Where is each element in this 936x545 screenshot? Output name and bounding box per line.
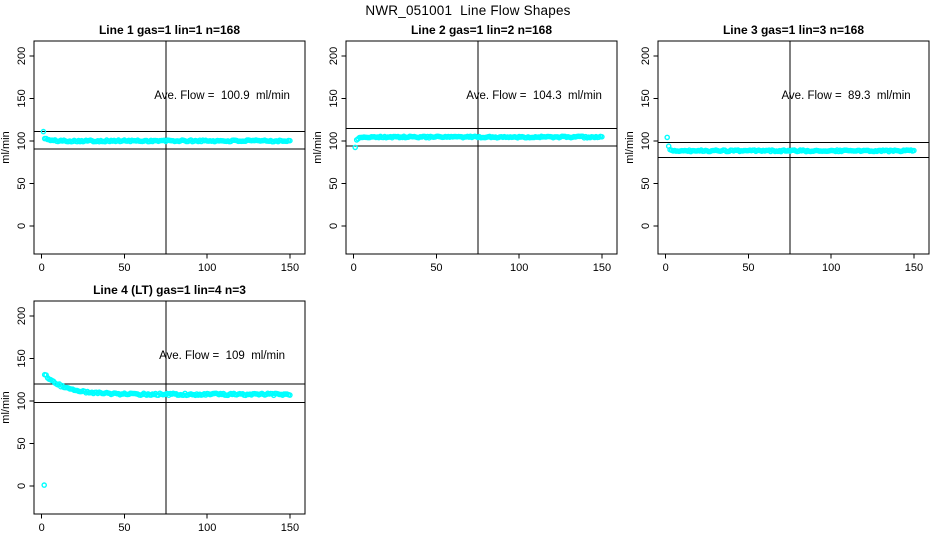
x-axis: 0 50 100 150 (663, 254, 923, 274)
chart-title: Line 1 gas=1 lin=1 n=168 (99, 23, 240, 37)
y-axis-label: ml/min (0, 131, 12, 163)
data-points (40, 128, 293, 145)
chart-svg: 0 50 100 150 0 50 100 150 200 ml/min Line 2 gas=1 … (312, 23, 618, 274)
figure-title: NWR_051001 Line Flow Shapes (365, 3, 571, 18)
chart-title: Line 3 gas=1 lin=3 n=168 (723, 23, 864, 37)
y-tick-label: 50 (328, 177, 340, 189)
y-tick-label: 150 (16, 349, 28, 367)
x-tick-label: 50 (430, 262, 442, 274)
y-axis-label: ml/min (624, 131, 636, 163)
y-tick-label: 100 (16, 392, 28, 410)
data-points (41, 371, 293, 488)
y-tick-label: 150 (16, 89, 28, 107)
y-axis: 0 50 100 150 200 (640, 47, 658, 229)
x-tick-label: 100 (510, 262, 528, 274)
y-tick-label: 0 (640, 223, 652, 229)
plot-frame (33, 300, 306, 515)
chart-line-2: 0 50 100 150 0 50 100 150 200 ml/min Line 2 gas=1 … (312, 20, 624, 285)
chart-line-4: 0 50 100 150 0 50 100 150 200 ml/min Line 4 (LT) g… (0, 280, 312, 545)
x-tick-label: 150 (593, 262, 611, 274)
y-axis: 0 50 100 150 200 (328, 47, 346, 229)
y-tick-label: 150 (328, 89, 340, 107)
x-tick-label: 0 (351, 262, 357, 274)
x-tick-label: 50 (118, 262, 130, 274)
chart-svg: 0 50 100 150 0 50 100 150 200 ml/min Line 1 gas=1 … (0, 23, 306, 274)
plot-frame (33, 40, 306, 255)
chart-svg: 0 50 100 150 0 50 100 150 200 ml/min Line 4 (LT) g… (0, 283, 306, 534)
x-axis: 0 50 100 150 (351, 254, 611, 274)
x-tick-label: 150 (281, 262, 299, 274)
x-tick-label: 150 (281, 522, 299, 534)
x-tick-label: 0 (39, 262, 45, 274)
y-tick-label: 150 (640, 89, 652, 107)
x-axis: 0 50 100 150 (39, 514, 299, 534)
y-axis: 0 50 100 150 200 (16, 47, 34, 229)
plot-frame (657, 40, 930, 255)
x-tick-label: 150 (905, 262, 923, 274)
x-tick-label: 100 (198, 262, 216, 274)
x-tick-label: 50 (118, 522, 130, 534)
y-tick-label: 50 (640, 177, 652, 189)
y-tick-label: 0 (16, 223, 28, 229)
y-axis-label: ml/min (312, 131, 324, 163)
ave-flow-annotation: Ave. Flow = 89.3 ml/min (781, 90, 910, 102)
x-tick-label: 0 (663, 262, 669, 274)
y-tick-label: 100 (328, 132, 340, 150)
ave-flow-annotation: Ave. Flow = 104.3 ml/min (466, 90, 602, 102)
y-tick-label: 50 (16, 437, 28, 449)
y-tick-label: 100 (16, 132, 28, 150)
y-tick-label: 50 (16, 177, 28, 189)
ave-flow-annotation: Ave. Flow = 109 ml/min (159, 350, 285, 362)
chart-line-1: 0 50 100 150 0 50 100 150 200 ml/min Line 1 gas=1 … (0, 20, 312, 285)
y-tick-label: 100 (640, 132, 652, 150)
x-axis: 0 50 100 150 (39, 254, 299, 274)
y-tick-label: 200 (640, 47, 652, 65)
chart-title: Line 4 (LT) gas=1 lin=4 n=3 (93, 283, 246, 297)
ave-flow-annotation: Ave. Flow = 100.9 ml/min (154, 90, 290, 102)
y-tick-label: 0 (328, 223, 340, 229)
data-points (352, 133, 605, 151)
y-tick-label: 200 (328, 47, 340, 65)
x-tick-label: 100 (822, 262, 840, 274)
x-tick-label: 0 (39, 522, 45, 534)
plot-frame (345, 40, 618, 255)
y-tick-label: 200 (16, 47, 28, 65)
x-tick-label: 100 (198, 522, 216, 534)
chart-svg: 0 50 100 150 0 50 100 150 200 ml/min Line 3 gas=1 … (624, 23, 930, 274)
chart-title: Line 2 gas=1 lin=2 n=168 (411, 23, 552, 37)
y-tick-label: 0 (16, 483, 28, 489)
y-axis: 0 50 100 150 200 (16, 307, 34, 489)
data-points (664, 134, 917, 155)
y-tick-label: 200 (16, 307, 28, 325)
x-tick-label: 50 (742, 262, 754, 274)
chart-line-3: 0 50 100 150 0 50 100 150 200 ml/min Line 3 gas=1 … (624, 20, 936, 285)
y-axis-label: ml/min (0, 391, 12, 423)
